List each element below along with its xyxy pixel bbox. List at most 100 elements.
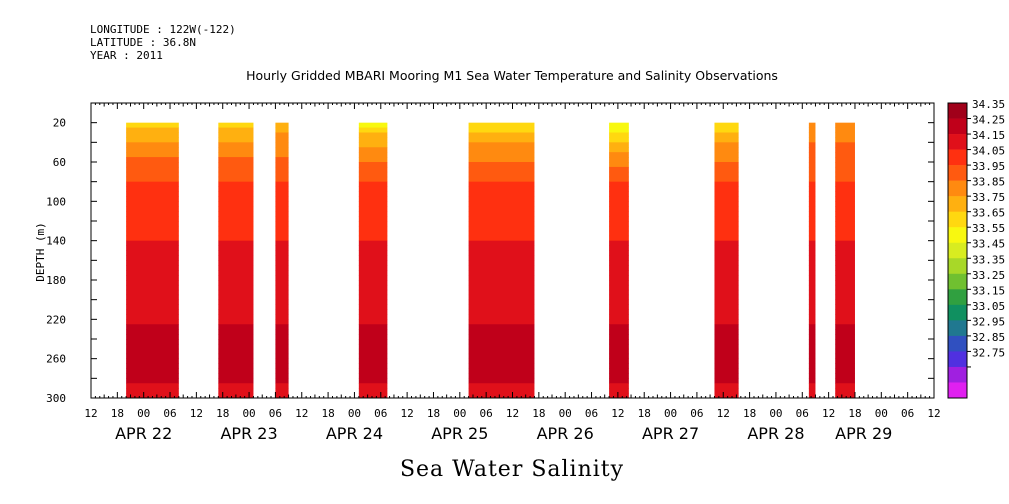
- salinity-cell: [468, 250, 535, 256]
- salinity-cell: [835, 260, 855, 266]
- salinity-cell: [714, 314, 739, 320]
- colorbar-label: 34.25: [972, 114, 1005, 127]
- salinity-cell: [218, 147, 254, 153]
- salinity-cell: [808, 339, 816, 345]
- x-hour-tick-label: 00: [769, 407, 782, 420]
- salinity-cell: [275, 289, 289, 296]
- salinity-cell: [714, 284, 739, 291]
- salinity-cell: [218, 329, 254, 335]
- salinity-cell: [835, 275, 855, 281]
- salinity-cell: [126, 221, 179, 227]
- salinity-cell: [808, 137, 816, 143]
- salinity-cell: [275, 260, 289, 266]
- salinity-cell: [609, 304, 629, 310]
- salinity-cell: [609, 393, 629, 399]
- salinity-cell: [126, 270, 179, 276]
- salinity-cell: [218, 157, 254, 163]
- y-tick-label: 220: [46, 313, 66, 326]
- x-day-label: APR 28: [747, 424, 804, 443]
- salinity-cell: [835, 378, 855, 384]
- colorbar-swatch: [948, 118, 967, 135]
- salinity-cell: [808, 235, 816, 242]
- salinity-cell: [714, 181, 739, 187]
- salinity-cell: [714, 343, 739, 350]
- salinity-cell: [126, 181, 179, 187]
- salinity-cell: [609, 358, 629, 364]
- salinity-cell: [609, 314, 629, 320]
- salinity-cell: [808, 353, 816, 360]
- salinity-cell: [714, 152, 739, 158]
- salinity-cell: [609, 196, 629, 202]
- salinity-cell: [835, 181, 855, 187]
- salinity-cell: [275, 176, 289, 183]
- salinity-cell: [218, 309, 254, 315]
- salinity-cell: [358, 181, 388, 187]
- salinity-cell: [468, 265, 535, 271]
- salinity-cell: [218, 250, 254, 256]
- salinity-cell: [218, 260, 254, 266]
- colorbar-swatch: [948, 165, 967, 181]
- salinity-cell: [609, 171, 629, 178]
- colorbar-label: 33.25: [972, 269, 1005, 282]
- x-hour-tick-label: 18: [111, 407, 124, 420]
- x-day-label: APR 25: [431, 424, 488, 443]
- salinity-cell: [835, 171, 855, 178]
- colorbar-swatch: [948, 382, 967, 399]
- salinity-cell: [275, 191, 289, 197]
- salinity-cell: [126, 255, 179, 261]
- salinity-cell: [468, 132, 535, 138]
- salinity-cell: [275, 319, 289, 325]
- salinity-cell: [275, 171, 289, 178]
- salinity-cell: [808, 216, 816, 222]
- salinity-cell: [275, 363, 289, 369]
- salinity-cell: [609, 235, 629, 242]
- data-segment: [358, 122, 388, 399]
- salinity-cell: [275, 152, 289, 158]
- salinity-cell: [714, 280, 739, 286]
- colorbar-frame: [947, 102, 968, 399]
- salinity-cell: [714, 339, 739, 345]
- colorbar-swatch: [948, 180, 967, 197]
- salinity-cell: [358, 152, 388, 158]
- salinity-cell: [835, 314, 855, 320]
- salinity-cell: [218, 378, 254, 384]
- salinity-cell: [218, 191, 254, 197]
- y-tick-label: 60: [53, 156, 66, 169]
- x-hour-tick-label: 12: [822, 407, 835, 420]
- x-hour-tick-label: 00: [875, 407, 888, 420]
- salinity-cell: [218, 176, 254, 183]
- salinity-cell: [358, 383, 388, 389]
- x-hour-tick-label: 12: [717, 407, 730, 420]
- salinity-cell: [218, 240, 254, 246]
- salinity-cell: [468, 122, 535, 128]
- salinity-cell: [126, 245, 179, 251]
- salinity-cell: [358, 137, 388, 143]
- salinity-cell: [275, 122, 289, 128]
- salinity-cell: [126, 393, 179, 399]
- salinity-cell: [468, 289, 535, 296]
- salinity-cell: [714, 383, 739, 389]
- salinity-cell: [126, 166, 179, 173]
- x-day-label: APR 29: [835, 424, 892, 443]
- salinity-cell: [609, 152, 629, 158]
- salinity-cell: [468, 191, 535, 197]
- salinity-cell: [468, 260, 535, 266]
- salinity-cell: [218, 299, 254, 305]
- salinity-cell: [126, 348, 179, 355]
- salinity-cell: [468, 157, 535, 163]
- salinity-cell: [808, 373, 816, 379]
- salinity-cell: [126, 240, 179, 246]
- x-hour-tick-label: 06: [480, 407, 493, 420]
- salinity-cell: [808, 122, 816, 128]
- salinity-cell: [218, 284, 254, 291]
- salinity-cell: [275, 343, 289, 350]
- salinity-cell: [714, 358, 739, 364]
- salinity-cell: [835, 393, 855, 399]
- salinity-cell: [275, 186, 289, 192]
- salinity-cell: [835, 289, 855, 296]
- salinity-cell: [609, 221, 629, 227]
- salinity-cell: [835, 265, 855, 271]
- salinity-cell: [835, 284, 855, 291]
- salinity-cell: [126, 280, 179, 286]
- salinity-cell: [126, 122, 179, 128]
